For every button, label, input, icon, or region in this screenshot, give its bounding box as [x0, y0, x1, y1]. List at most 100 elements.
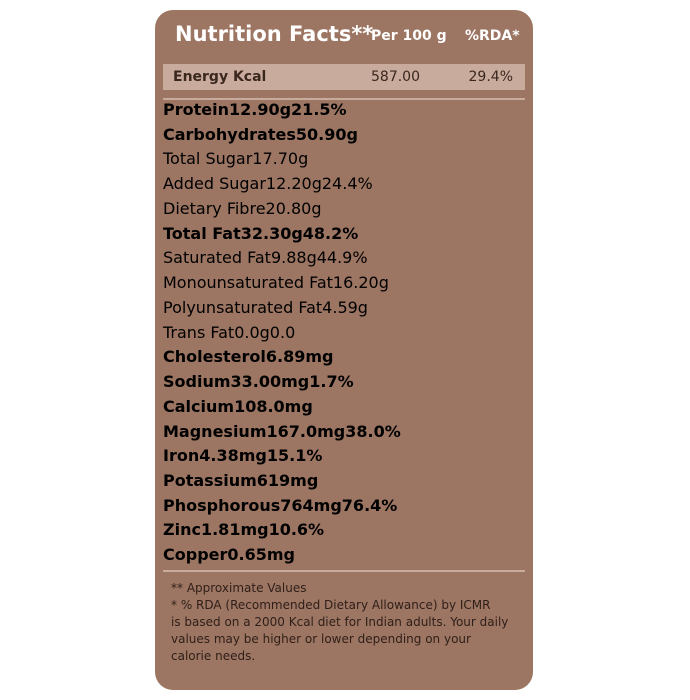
nutrient-row: Phosphorous764mg76.4% [163, 496, 525, 521]
nutrient-name: Iron [163, 446, 200, 466]
nutrient-value: 12.20 [265, 174, 312, 194]
nutrient-unit: mg [281, 372, 310, 392]
footnote-line: * % RDA (Recommended Dietary Allowance) … [171, 598, 491, 612]
nutrient-rda: 44.9% [316, 248, 368, 268]
nutrient-value: 16.20 [332, 273, 379, 293]
nutrient-row: Dietary Fibre20.80g [163, 199, 525, 224]
nutrient-row: Zinc1.81mg10.6% [163, 520, 525, 545]
nutrient-unit: mg [317, 421, 346, 441]
nutrient-value: 0.0 [234, 322, 260, 342]
footnote-line: values may be higher or lower depending … [171, 632, 471, 646]
energy-row: Energy Kcal 587.00 29.4% [163, 64, 525, 90]
nutrient-unit: g [378, 273, 389, 293]
nutrient-value: 4.59 [322, 297, 358, 317]
nutrient-rda: 0.0 [269, 322, 296, 342]
nutrient-value: 764 [280, 495, 314, 515]
nutrient-unit: mg [238, 446, 267, 466]
footnote-line: calorie needs. [171, 649, 256, 663]
nutrition-card: Nutrition Facts** Per 100 g %RDA* Energy… [155, 10, 533, 690]
nutrient-unit: mg [290, 471, 319, 491]
nutrient-row: Polyunsaturated Fat4.59g [163, 298, 525, 323]
nutrient-row: Iron4.38mg15.1% [163, 446, 525, 471]
nutrient-rda: 76.4% [341, 495, 398, 515]
nutrient-name: Total Sugar [163, 149, 253, 169]
nutrient-name: Phosphorous [163, 495, 281, 515]
nutrient-unit: g [306, 248, 317, 268]
nutrient-value: 9.88 [270, 248, 307, 268]
nutrient-value: 0.65 [227, 545, 267, 565]
nutrient-rda: 21.5% [291, 100, 347, 119]
energy-name: Energy Kcal [173, 69, 267, 85]
nutrient-row: Cholesterol6.89mg [163, 347, 525, 372]
footnotes: ** Approximate Values * % RDA (Recommende… [171, 580, 521, 665]
nutrient-name: Polyunsaturated Fat [163, 297, 323, 317]
title: Nutrition Facts** [175, 22, 374, 46]
nutrient-value: 17.70 [252, 149, 299, 169]
nutrient-unit: g [291, 223, 303, 243]
nutrient-value: 4.38 [199, 446, 239, 466]
nutrient-name: Trans Fat [163, 322, 235, 342]
nutrient-row: Total Sugar17.70g [163, 149, 525, 174]
nutrient-name: Magnesium [163, 421, 267, 441]
nutrient-row: Sodium33.00mg1.7% [163, 372, 525, 397]
nutrient-row: Calcium108.0mg [163, 397, 525, 422]
footnote-line: ** Approximate Values [171, 581, 307, 595]
nutrient-value: 33.00 [230, 372, 282, 392]
nutrient-unit: g [311, 174, 322, 194]
nutrient-name: Protein [163, 100, 229, 119]
nutrient-name: Total Fat [163, 223, 241, 243]
nutrient-name: Carbohydrates [163, 124, 296, 144]
nutrient-rda: 15.1% [266, 446, 323, 466]
per-header: Per 100 g [371, 28, 447, 44]
nutrient-value: 108.0 [234, 396, 285, 416]
nutrient-row: Potassium619mg [163, 471, 525, 496]
rda-header: %RDA* [465, 28, 520, 44]
nutrient-unit: g [259, 322, 270, 342]
nutrient-name: Zinc [163, 520, 201, 540]
nutrient-value: 50.90 [295, 124, 347, 144]
nutrient-row: Copper0.65mg [163, 545, 525, 570]
nutrient-rda: 10.6% [268, 520, 325, 540]
nutrient-row: Carbohydrates50.90g [163, 125, 525, 150]
nutrient-name: Potassium [163, 471, 257, 491]
nutrient-table: Protein12.90g21.5% Carbohydrates50.90g Tot… [163, 98, 525, 572]
nutrient-name: Cholesterol [163, 347, 266, 367]
nutrient-unit: mg [313, 495, 342, 515]
nutrient-value: 1.81 [200, 520, 241, 540]
nutrient-rda: 1.7% [309, 372, 354, 392]
nutrient-name: Calcium [163, 396, 235, 416]
nutrient-name: Monounsaturated Fat [163, 273, 333, 293]
nutrient-unit: mg [266, 545, 295, 565]
nutrient-name: Saturated Fat [163, 248, 271, 268]
nutrient-row: Magnesium167.0mg38.0% [163, 422, 525, 447]
nutrient-value: 12.90 [228, 100, 280, 119]
nutrient-row: Trans Fat0.0g0.0 [163, 323, 525, 348]
nutrient-value: 167.0 [266, 421, 318, 441]
nutrient-value: 6.89 [265, 347, 306, 367]
nutrient-unit: g [311, 198, 322, 218]
nutrient-value: 32.30 [240, 223, 292, 243]
nutrient-rda: 48.2% [302, 223, 359, 243]
energy-value: 587.00 [371, 69, 420, 85]
nutrient-unit: g [279, 100, 292, 119]
nutrient-row: Added Sugar12.20g24.4% [163, 174, 525, 199]
energy-rda: 29.4% [468, 69, 513, 85]
nutrient-unit: mg [284, 396, 313, 416]
nutrient-unit: g [346, 124, 358, 144]
nutrient-value: 619 [256, 471, 291, 491]
nutrient-row: Monounsaturated Fat16.20g [163, 273, 525, 298]
nutrient-unit: mg [305, 347, 334, 367]
nutrient-row: Protein12.90g21.5% [163, 100, 525, 125]
nutrient-unit: g [298, 149, 309, 169]
nutrient-name: Sodium [163, 372, 231, 392]
nutrient-value: 20.80 [265, 198, 312, 218]
nutrient-name: Copper [163, 545, 228, 565]
nutrient-name: Added Sugar [163, 174, 266, 194]
nutrient-row: Saturated Fat9.88g44.9% [163, 248, 525, 273]
footnote-line: is based on a 2000 Kcal diet for Indian … [171, 615, 509, 629]
nutrient-unit: mg [240, 520, 269, 540]
nutrient-unit: g [357, 297, 368, 317]
nutrient-name: Dietary Fibre [163, 198, 266, 218]
nutrient-row: Total Fat32.30g48.2% [163, 224, 525, 249]
